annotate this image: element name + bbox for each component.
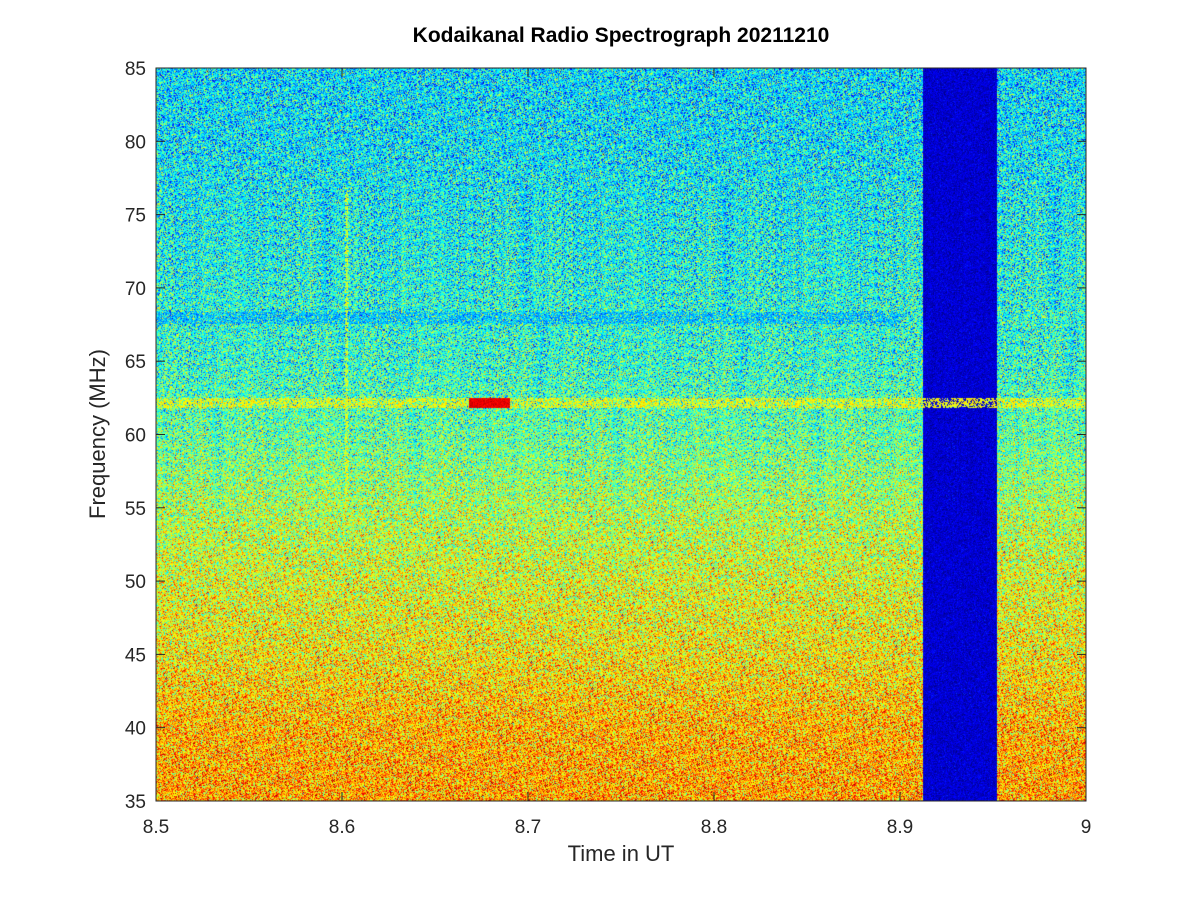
x-tick-label: 8.9	[887, 817, 913, 838]
y-tick-label: 60	[125, 426, 146, 447]
y-axis-label: Frequency (MHz)	[85, 349, 110, 519]
x-axis-label: Time in UT	[568, 841, 675, 866]
x-tick-label: 8.6	[329, 817, 355, 838]
x-axis-ticks: 8.5 8.6 8.7 8.8 8.9 9	[143, 68, 1092, 838]
y-tick-label: 70	[125, 279, 146, 300]
y-tick-label: 75	[125, 206, 146, 227]
chart-title: Kodaikanal Radio Spectrograph 20211210	[413, 24, 830, 47]
y-tick-label: 80	[125, 132, 146, 153]
y-tick-label: 85	[125, 59, 146, 80]
x-tick-label: 8.8	[701, 817, 727, 838]
x-tick-label: 8.7	[515, 817, 541, 838]
x-tick-label: 9	[1081, 817, 1092, 838]
y-tick-label: 50	[125, 572, 146, 593]
spectrogram-heatmap	[156, 68, 1086, 801]
y-tick-label: 35	[125, 792, 146, 813]
y-tick-label: 65	[125, 352, 146, 373]
y-tick-label: 40	[125, 719, 146, 740]
y-axis-ticks: 35 40 45 50 55 60 65 70 75 80 85	[125, 59, 1086, 813]
x-tick-label: 8.5	[143, 817, 169, 838]
plot-frame	[155, 67, 1087, 802]
y-tick-label: 55	[125, 499, 146, 520]
y-tick-label: 45	[125, 645, 146, 666]
